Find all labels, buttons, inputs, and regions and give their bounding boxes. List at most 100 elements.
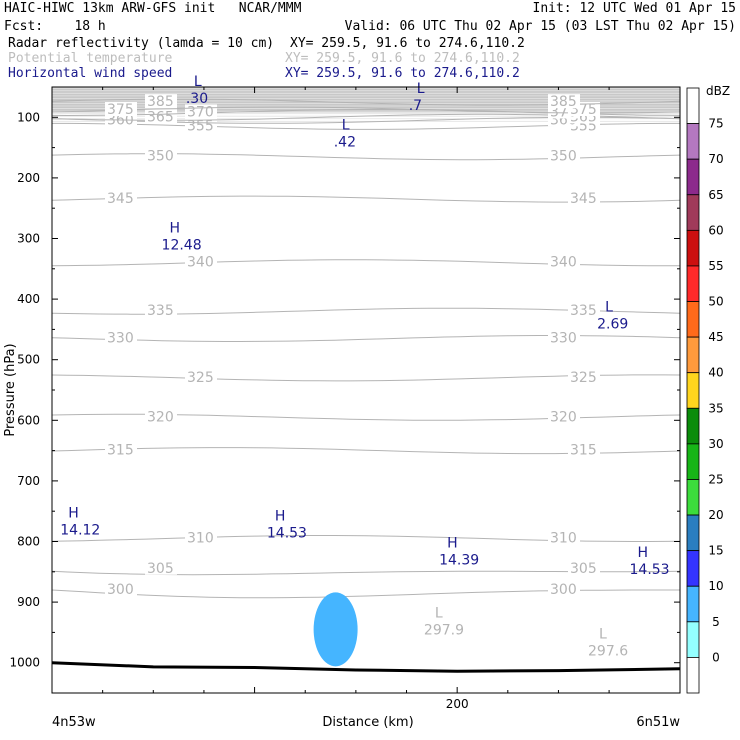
wind-extremum-letter: L — [605, 299, 613, 315]
theta-contour-340 — [51, 259, 680, 267]
colorbar-cell — [686, 123, 700, 160]
theta-label-330: 330 — [107, 330, 134, 346]
wind-extremum-value: .30 — [186, 91, 208, 107]
theta-label-bg — [145, 109, 177, 124]
theta-label-bg — [568, 191, 600, 206]
theta-label-bg — [568, 303, 600, 318]
colorbar-level-label: 45 — [708, 330, 723, 344]
theta-label-bg — [548, 530, 580, 545]
theta-label-bg — [145, 148, 177, 163]
field-reflectivity-xy: XY= 259.5, 91.6 to 274.6,110.2 — [290, 36, 525, 51]
y-axis-label: Pressure (hPa) — [3, 343, 18, 436]
theta-extremum-value: 297.6 — [588, 644, 628, 660]
theta-contour-310 — [51, 535, 681, 542]
theta-label-bg — [185, 369, 217, 384]
theta-label-305: 305 — [570, 561, 597, 577]
theta-label-315: 315 — [107, 443, 134, 459]
colorbar-cell — [686, 407, 700, 445]
theta-contour-300 — [51, 589, 680, 599]
theta-label-bg — [548, 254, 580, 269]
theta-contour-330 — [51, 335, 681, 342]
init-time: Init: 12 UTC Wed 01 Apr 15 — [532, 1, 737, 16]
plot-frame — [51, 86, 681, 694]
theta-label-bg — [185, 118, 217, 133]
field-reflectivity-name: Radar reflectivity (lamda = 10 cm) — [8, 36, 275, 51]
theta-label-350: 350 — [550, 149, 577, 165]
theta-label-bg — [105, 102, 137, 117]
colorbar-cell — [686, 158, 700, 196]
forecast-hour: Fcst: 18 h — [4, 19, 106, 34]
colorbar-level-label: 25 — [708, 472, 723, 486]
colorbar-cell — [686, 336, 700, 374]
field-wind-xy: XY= 259.5, 91.6 to 274.6,110.2 — [285, 66, 520, 81]
wind-extremum-value: 2.69 — [597, 316, 628, 332]
wind-extremum-letter: H — [170, 221, 181, 237]
theta-label-375: 375 — [107, 102, 134, 118]
theta-label-320: 320 — [550, 409, 577, 425]
colorbar-cell — [686, 657, 700, 694]
colorbar-level-label: 30 — [708, 437, 723, 451]
ytick-label: 300 — [17, 232, 40, 246]
theta-label-bg — [105, 330, 137, 345]
theta-label-310: 310 — [550, 530, 577, 546]
colorbar-cell — [686, 479, 700, 516]
theta-label-320: 320 — [147, 409, 174, 425]
theta-label-bg — [145, 94, 177, 109]
theta-label-bg — [145, 303, 177, 318]
colorbar-level-label: 40 — [708, 366, 723, 380]
theta-label-325: 325 — [570, 370, 597, 386]
ytick-label: 1000 — [9, 656, 40, 670]
wind-extremum-value: 12.48 — [162, 238, 202, 254]
x-left-location-label: 4n53w — [52, 715, 96, 730]
wind-extremum-letter: H — [638, 545, 649, 561]
theta-label-340: 340 — [550, 255, 577, 271]
wind-extremum-value: 14.53 — [630, 562, 670, 578]
wind-extremum-value: 14.39 — [439, 553, 479, 569]
theta-label-bg — [105, 191, 137, 206]
colorbar-level-label: 10 — [708, 579, 723, 593]
wind-extremum-letter: H — [68, 505, 79, 521]
colorbar-level-label: 35 — [708, 401, 723, 415]
valid-time: Valid: 06 UTC Thu 02 Apr 15 (03 LST Thu … — [344, 19, 736, 34]
colorbar-cell — [686, 265, 700, 302]
theta-label-335: 335 — [570, 303, 597, 319]
theta-label-315: 315 — [570, 443, 597, 459]
theta-label-bg — [548, 409, 580, 424]
theta-label-bg — [185, 530, 217, 545]
colorbar-level-label: 60 — [708, 223, 723, 237]
colorbar-cell — [686, 550, 700, 587]
theta-label-345: 345 — [107, 191, 134, 207]
xtick-label: 200 — [446, 697, 469, 711]
colorbar-level-label: 65 — [708, 188, 723, 202]
model-title: HAIC-HIWC 13km ARW-GFS init NCAR/MMM — [4, 1, 302, 16]
colorbar-level-label: 0 — [712, 650, 720, 664]
theta-label-335: 335 — [147, 303, 174, 319]
wind-extremum-letter: L — [342, 118, 350, 134]
ytick-label: 400 — [17, 292, 40, 306]
colorbar-cell — [686, 194, 700, 231]
colorbar-cell — [686, 87, 700, 124]
ytick-label: 100 — [17, 110, 40, 124]
colorbar-level-label: 5 — [712, 615, 720, 629]
theta-label-340: 340 — [187, 255, 214, 271]
wind-extremum-letter: L — [194, 74, 202, 90]
theta-label-300: 300 — [550, 582, 577, 598]
theta-label-bg — [105, 581, 137, 596]
ytick-label: 700 — [17, 474, 40, 488]
colorbar-cell — [686, 621, 700, 658]
ytick-label: 500 — [17, 353, 40, 367]
theta-label-350: 350 — [147, 149, 174, 165]
theta-label-bg — [548, 581, 580, 596]
colorbar-cell — [686, 301, 700, 338]
theta-label-310: 310 — [187, 530, 214, 546]
colorbar-cell — [686, 229, 700, 267]
theta-extremum-letter: L — [435, 605, 443, 621]
reflectivity-cell — [313, 592, 358, 667]
theta-label-bg — [548, 330, 580, 345]
colorbar-level-label: 55 — [708, 259, 723, 273]
colorbar-cell — [686, 372, 700, 409]
theta-label-bg — [145, 409, 177, 424]
theta-label-bg — [568, 369, 600, 384]
theta-extremum-value: 297.9 — [424, 622, 464, 638]
wind-extremum-letter: H — [275, 508, 286, 524]
